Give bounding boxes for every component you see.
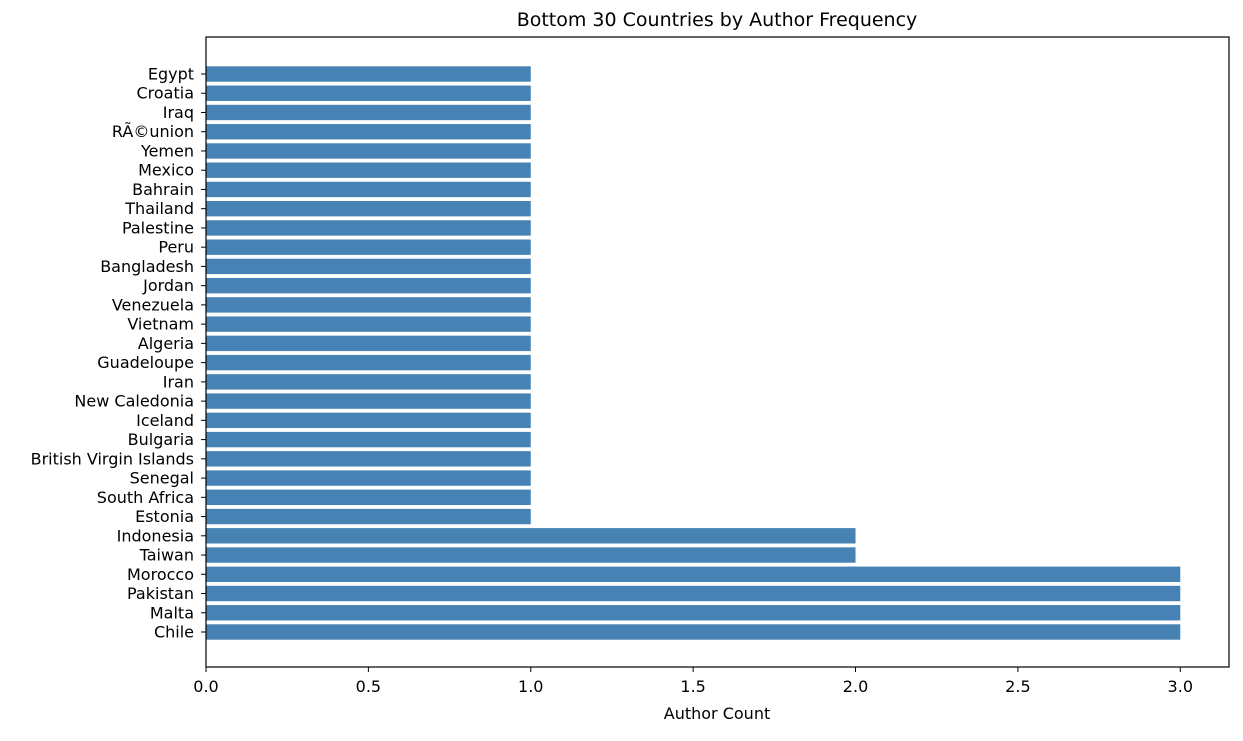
bar-thailand xyxy=(206,200,531,217)
bar-morocco xyxy=(206,566,1181,582)
bar-bahrain xyxy=(206,181,531,198)
bar-estonia xyxy=(206,508,531,525)
x-tick-label: 0.5 xyxy=(356,677,381,696)
bar-peru xyxy=(206,239,531,255)
y-tick-label: Bulgaria xyxy=(128,430,194,449)
bar-indonesia xyxy=(206,528,856,544)
bar-bangladesh xyxy=(206,258,531,275)
y-tick-label: British Virgin Islands xyxy=(31,449,194,468)
y-tick-label: Peru xyxy=(158,238,194,257)
y-tick-label: Venezuela xyxy=(112,295,194,314)
y-tick-label: Yemen xyxy=(140,141,194,160)
y-tick-label: Mexico xyxy=(138,161,194,180)
y-tick-label: Iceland xyxy=(136,411,194,430)
y-tick-label: Indonesia xyxy=(117,526,194,545)
bar-egypt xyxy=(206,66,531,82)
y-tick-label: Iraq xyxy=(163,103,194,122)
y-tick-label: South Africa xyxy=(97,488,194,507)
chart-title: Bottom 30 Countries by Author Frequency xyxy=(517,9,918,31)
y-tick-label: Egypt xyxy=(148,65,194,84)
bar-south-africa xyxy=(206,489,531,506)
bar-chile xyxy=(206,624,1181,640)
bar-pakistan xyxy=(206,585,1181,602)
bar-guadeloupe xyxy=(206,354,531,371)
bar-vietnam xyxy=(206,316,531,332)
y-axis-ticks: ChileMaltaPakistanMoroccoTaiwanIndonesia… xyxy=(31,65,206,642)
bar-taiwan xyxy=(206,547,856,563)
y-tick-label: Jordan xyxy=(142,276,194,295)
bar-yemen xyxy=(206,143,531,159)
y-tick-label: RÃ©union xyxy=(112,122,194,141)
y-tick-label: Croatia xyxy=(136,84,194,103)
bar-croatia xyxy=(206,85,531,101)
bar-r-union xyxy=(206,124,531,140)
y-tick-label: Vietnam xyxy=(127,315,194,334)
bar-senegal xyxy=(206,470,531,486)
y-tick-label: Morocco xyxy=(127,565,194,584)
y-tick-label: New Caledonia xyxy=(74,392,194,411)
bar-palestine xyxy=(206,220,531,236)
bars-group xyxy=(206,66,1181,640)
y-tick-label: Iran xyxy=(163,372,194,391)
x-tick-label: 1.5 xyxy=(680,677,705,696)
x-tick-label: 2.0 xyxy=(843,677,868,696)
y-tick-label: Palestine xyxy=(122,218,194,237)
y-tick-label: Taiwan xyxy=(139,546,194,565)
y-tick-label: Bahrain xyxy=(132,180,194,199)
bar-british-virgin-islands xyxy=(206,451,531,467)
bar-new-caledonia xyxy=(206,393,531,409)
bar-malta xyxy=(206,605,1181,621)
bar-iran xyxy=(206,374,531,390)
x-axis-label: Author Count xyxy=(664,704,770,723)
y-tick-label: Guadeloupe xyxy=(97,353,194,372)
y-tick-label: Senegal xyxy=(130,469,194,488)
bar-jordan xyxy=(206,277,531,294)
y-tick-label: Bangladesh xyxy=(100,257,194,276)
bar-bulgaria xyxy=(206,431,531,448)
y-tick-label: Algeria xyxy=(138,334,194,353)
y-tick-label: Thailand xyxy=(124,199,194,218)
bar-iceland xyxy=(206,412,531,429)
x-axis-ticks: 0.0 0.5 1.0 1.5 2.0 2.5 3.0 xyxy=(193,667,1193,696)
plot-area-frame xyxy=(205,36,1230,668)
y-tick-label: Malta xyxy=(150,603,194,622)
bar-algeria xyxy=(206,335,531,352)
bar-venezuela xyxy=(206,297,531,313)
y-tick-label: Chile xyxy=(154,623,194,642)
x-tick-label: 0.0 xyxy=(193,677,218,696)
y-tick-label: Pakistan xyxy=(127,584,194,603)
bar-iraq xyxy=(206,104,531,121)
x-tick-label: 3.0 xyxy=(1168,677,1193,696)
x-tick-label: 2.5 xyxy=(1005,677,1030,696)
x-tick-label: 1.0 xyxy=(518,677,543,696)
y-tick-label: Estonia xyxy=(135,507,194,526)
bar-mexico xyxy=(206,162,531,178)
